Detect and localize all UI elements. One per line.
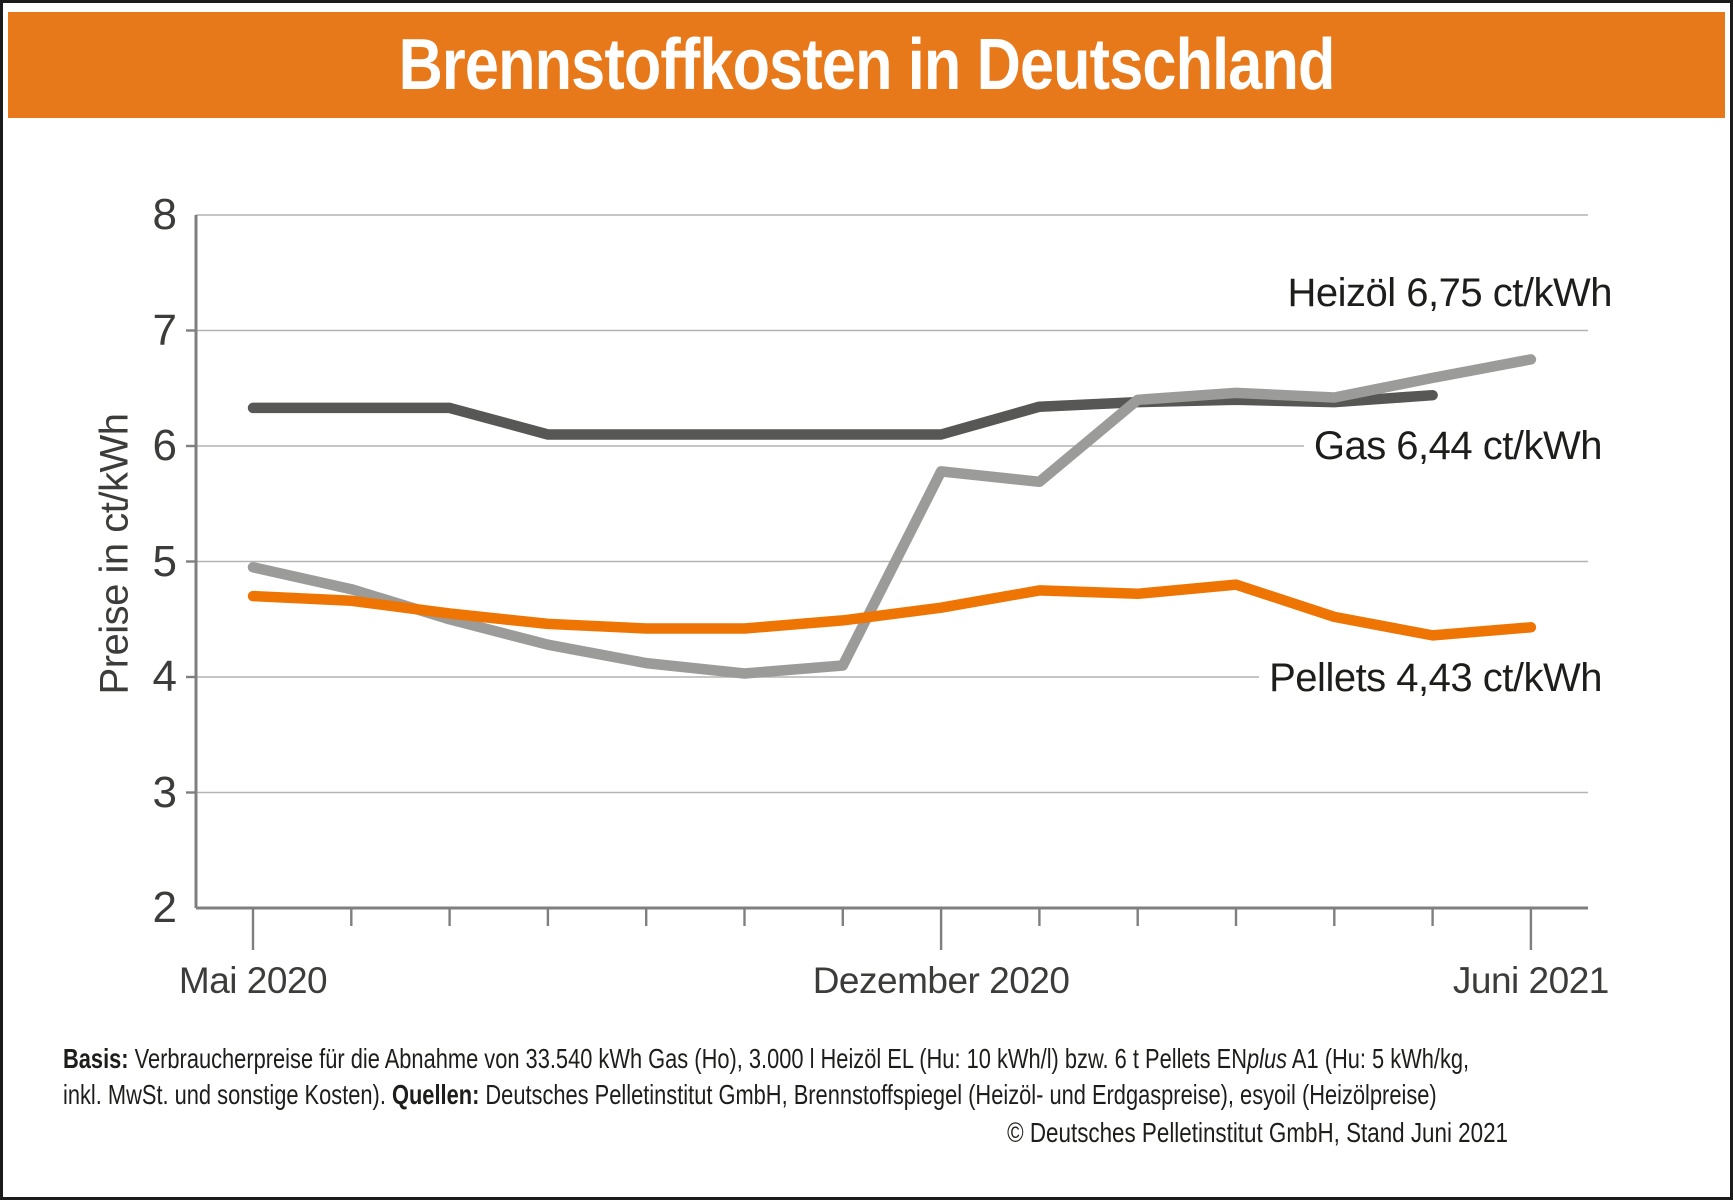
series-label-gas: Gas 6,44 ct/kWh: [1303, 423, 1612, 469]
y-tick-label-7: 7: [152, 305, 177, 355]
x-tick-label: Dezember 2020: [812, 960, 1070, 1001]
series-label-heizoel: Heizöl 6,75 ct/kWh: [1287, 271, 1613, 315]
y-tick-label-2: 2: [152, 883, 177, 932]
series-label-pellets: Pellets 4,43 ct/kWh: [1259, 655, 1612, 701]
line-chart: [186, 214, 1588, 950]
y-tick-label-5: 5: [152, 536, 177, 586]
x-tick-label: Juni 2021: [1452, 960, 1609, 1001]
x-tick-label: Mai 2020: [178, 960, 328, 1001]
footnote-line-1: Basis: Verbraucherpreise für die Abnahme…: [63, 1043, 1470, 1074]
copyright-line: © Deutsches Pelletinstitut GmbH, Stand J…: [1007, 1117, 1508, 1148]
y-tick-label-6: 6: [152, 421, 177, 470]
page-title: Brennstoffkosten in Deutschland: [398, 25, 1336, 105]
footnote: Basis: Verbraucherpreise für die Abnahme…: [63, 1041, 1508, 1113]
footnote-line-2: inkl. MwSt. und sonstige Kosten). Quelle…: [63, 1079, 1437, 1110]
y-tick-label-3: 3: [152, 767, 177, 817]
series-line-gas: [247, 389, 1438, 440]
y-tick-label-8: 8: [152, 190, 177, 239]
y-tick-label-4: 4: [152, 652, 177, 701]
series-line-pellets: [247, 579, 1537, 641]
title-banner: Brennstoffkosten in Deutschland: [8, 12, 1725, 118]
series-line-heizöl: [247, 354, 1537, 679]
